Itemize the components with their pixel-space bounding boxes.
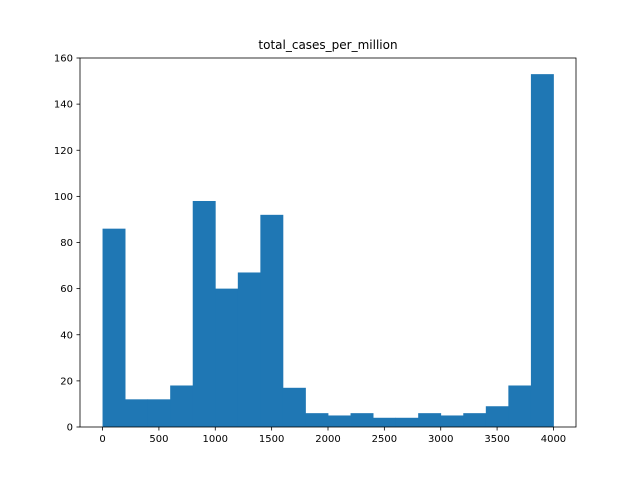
- y-tick-label-2: 40: [60, 330, 73, 341]
- histogram-bar-18: [508, 385, 532, 427]
- y-tick-label-8: 160: [54, 54, 73, 65]
- x-tick-label-1: 500: [149, 434, 168, 445]
- x-tick-label-8: 4000: [541, 434, 566, 445]
- histogram-bar-14: [418, 413, 442, 427]
- histogram-bar-16: [463, 413, 487, 427]
- y-tick-label-6: 120: [54, 146, 73, 157]
- x-tick-label-2: 1000: [203, 434, 228, 445]
- x-tick-label-0: 0: [99, 434, 105, 445]
- y-tick-label-4: 80: [60, 238, 73, 249]
- x-tick-label-4: 2000: [315, 434, 340, 445]
- histogram-bar-4: [192, 200, 216, 427]
- x-tick-label-7: 3500: [484, 434, 509, 445]
- histogram-bar-8: [282, 387, 306, 427]
- y-tick-label-7: 140: [54, 100, 73, 111]
- x-tick-label-3: 1500: [259, 434, 284, 445]
- histogram-bar-10: [328, 415, 351, 427]
- y-tick-label-3: 60: [60, 284, 73, 295]
- histogram-bar-3: [170, 385, 194, 427]
- histogram-bar-12: [373, 417, 397, 427]
- histogram-bar-0: [102, 228, 126, 427]
- chart-title: total_cases_per_million: [258, 38, 397, 52]
- histogram-bar-13: [395, 417, 419, 427]
- histogram-bar-17: [485, 406, 509, 427]
- y-tick-label-5: 100: [54, 192, 73, 203]
- y-tick-label-1: 20: [60, 376, 73, 387]
- bars-group: [102, 74, 554, 428]
- histogram-bar-15: [440, 415, 464, 427]
- histogram-bar-11: [350, 413, 374, 427]
- histogram-bar-9: [305, 413, 329, 427]
- histogram-bar-1: [125, 399, 149, 427]
- histogram-bar-6: [237, 272, 261, 427]
- histogram-bar-2: [147, 399, 171, 427]
- x-tick-label-6: 3000: [428, 434, 453, 445]
- x-tick-label-5: 2500: [372, 434, 397, 445]
- y-tick-label-0: 0: [67, 423, 73, 434]
- plot-frame: [79, 57, 577, 428]
- histogram-bar-5: [215, 288, 239, 427]
- axes-group: 0 500 1000 1500 2000 2500 3000 3500 4000 0 20 40 60 8…: [54, 54, 577, 445]
- histogram-bar-19: [530, 74, 554, 428]
- histogram-bar-7: [260, 214, 284, 427]
